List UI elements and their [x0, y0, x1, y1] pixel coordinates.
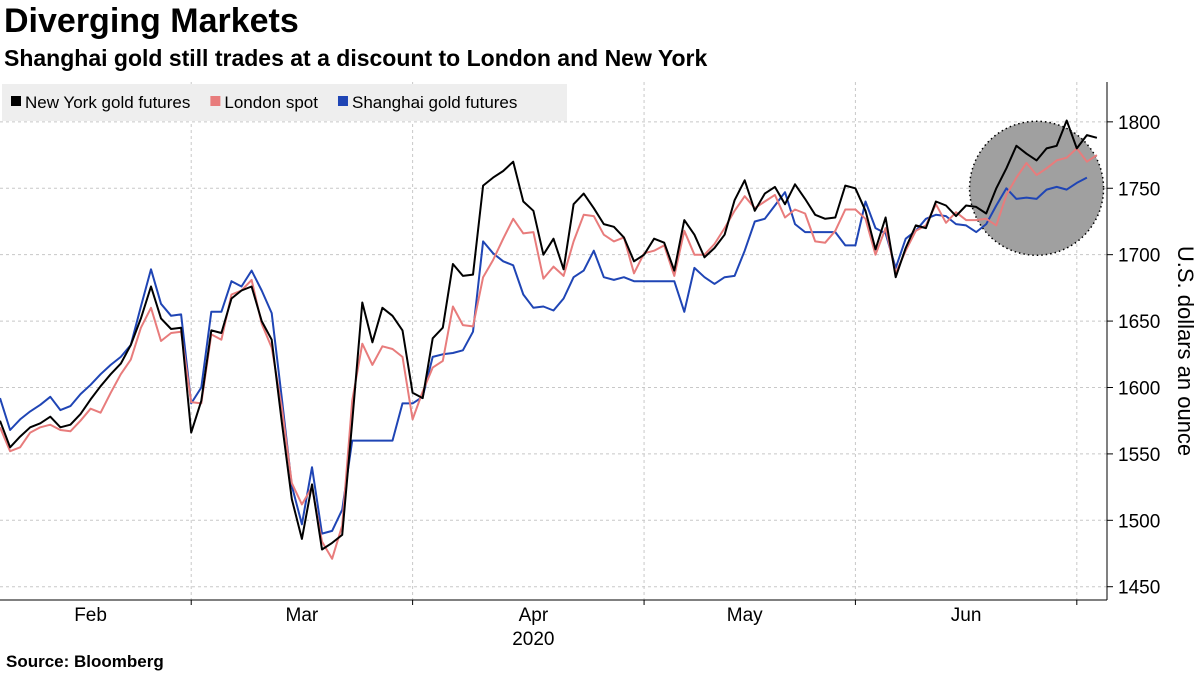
x-tick-label: Jun — [951, 605, 982, 626]
y-axis-title: U.S. dollars an ounce — [1173, 246, 1198, 456]
source-note: Source: Bloomberg — [6, 652, 164, 671]
legend-label: Shanghai gold futures — [352, 93, 517, 112]
legend-background — [2, 84, 567, 121]
x-tick-label: May — [727, 605, 763, 626]
y-tick-label: 1550 — [1118, 445, 1160, 466]
chart-subtitle: Shanghai gold still trades at a discount… — [4, 45, 708, 71]
y-tick-label: 1700 — [1118, 246, 1160, 267]
x-tick-label: Feb — [74, 605, 107, 626]
x-tick-label: Mar — [286, 605, 319, 626]
legend-swatch — [210, 96, 221, 106]
legend-label: London spot — [224, 93, 318, 112]
legend: New York gold futures London spot Shanghai… — [2, 84, 567, 121]
series-layer — [0, 119, 1098, 560]
y-tick-label: 1500 — [1118, 511, 1160, 532]
series-line-new-york-gold-futures — [0, 119, 1098, 551]
x-axis-label: 2020 — [512, 629, 554, 650]
highlight-layer — [968, 120, 1105, 257]
y-tick-label: 1800 — [1118, 113, 1160, 134]
legend-label: New York gold futures — [25, 93, 190, 112]
y-tick-label: 1450 — [1118, 578, 1160, 599]
highlight-circle — [968, 120, 1105, 257]
y-tick-label: 1600 — [1118, 378, 1160, 399]
y-tick-label: 1750 — [1118, 179, 1160, 200]
axes: 1450 1500 1550 1600 1650 1700 1750 1800 Feb Mar Ap… — [0, 82, 1198, 650]
gridlines — [0, 82, 1107, 600]
x-tick-label: Apr — [519, 605, 549, 626]
y-tick-label: 1650 — [1118, 312, 1160, 333]
legend-swatch — [11, 96, 21, 106]
chart-title: Diverging Markets — [4, 2, 299, 40]
series-line-shanghai-gold-futures — [0, 176, 1088, 535]
legend-swatch — [337, 96, 348, 106]
